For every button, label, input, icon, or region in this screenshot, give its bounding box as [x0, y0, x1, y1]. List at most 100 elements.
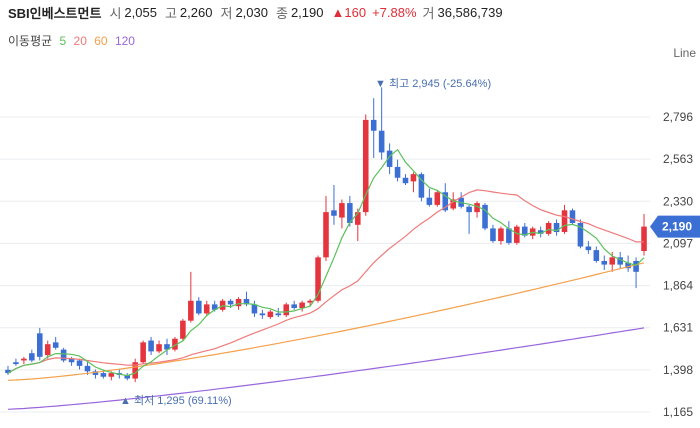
current-price-label: 2,190: [662, 220, 692, 234]
close-label: 종: [275, 5, 288, 21]
ma20-line: [7, 189, 645, 374]
candle-body: [633, 260, 639, 272]
candle-body: [641, 226, 647, 252]
candle-body: [29, 353, 35, 361]
candle-body: [339, 203, 345, 218]
candle-body: [585, 246, 592, 251]
candle-body: [92, 371, 99, 375]
candle-body: [601, 260, 608, 265]
candle-body: [378, 130, 385, 153]
change-percent: +7.88%: [372, 4, 417, 20]
close-value: 2,190: [290, 4, 324, 20]
candle-body: [498, 228, 504, 242]
ma60-line: [7, 262, 645, 381]
moving-average-legend: 이동평균 5 20 60 120: [8, 32, 139, 49]
candle-body: [275, 313, 282, 316]
candle-body: [13, 362, 19, 365]
candle-body: [537, 230, 544, 234]
open-label: 시: [109, 5, 122, 21]
stock-header: SBI인베스트먼트 시 2,055 고 2,260 저 2,030 종 2,19…: [8, 2, 511, 22]
candle-body: [100, 373, 107, 377]
candle-body: [323, 212, 329, 258]
candle-body: [148, 340, 154, 352]
candle-body: [52, 342, 59, 348]
candle-body: [259, 313, 266, 316]
y-tick-label: 2,097: [663, 236, 693, 250]
candle-body: [243, 298, 250, 305]
ma-legend-120: 120: [114, 34, 135, 48]
candle-body: [84, 365, 91, 372]
candle-body: [410, 174, 417, 182]
candle-body: [569, 210, 576, 223]
candle-body: [172, 338, 178, 350]
candle-body: [21, 358, 27, 361]
y-tick-label: 1,398: [663, 363, 693, 377]
candle-body: [267, 311, 274, 318]
candle-body: [124, 374, 131, 379]
y-tick-label: 2,796: [663, 110, 693, 124]
candle-body: [450, 199, 456, 209]
candle-body: [514, 226, 520, 243]
candle-body: [36, 333, 43, 357]
candle-body: [434, 192, 441, 205]
candle-body: [593, 250, 600, 261]
candle-body: [283, 304, 290, 316]
candle-body: [108, 373, 115, 377]
candle-body: [164, 344, 170, 350]
candle-body: [44, 344, 51, 356]
y-tick-label: 1,165: [663, 405, 693, 419]
candle-body: [235, 298, 242, 307]
candle-body: [617, 257, 623, 265]
y-tick-label: 1,864: [663, 279, 693, 293]
ma-legend-title: 이동평균: [8, 34, 53, 48]
ma5-line: [7, 148, 645, 377]
candle-body: [5, 369, 11, 374]
candle-body: [140, 342, 146, 363]
open-value: 2,055: [124, 4, 157, 20]
y-tick-label: 2,563: [663, 152, 693, 166]
candle-body: [370, 119, 377, 131]
candle-body: [442, 192, 449, 211]
ma-legend-60: 60: [94, 34, 108, 48]
candle-body: [156, 344, 162, 352]
ma-legend-20: 20: [73, 34, 87, 48]
candle-body: [299, 302, 305, 308]
ma120-line: [7, 327, 645, 410]
candle-body: [355, 212, 361, 225]
candle-body: [68, 358, 75, 363]
candle-body: [362, 119, 369, 213]
candle-body: [466, 206, 472, 213]
candle-body: [577, 222, 584, 247]
candle-body: [418, 174, 425, 198]
current-price-tag: [650, 215, 700, 238]
chart-type-toggle[interactable]: Line: [673, 46, 696, 60]
candle-body: [307, 300, 313, 303]
candle-body: [625, 262, 631, 269]
low-value: 2,030: [235, 4, 268, 20]
low-annotation: ▲ 최저 1,295 (69.11%): [120, 394, 232, 407]
candle-body: [315, 257, 321, 301]
candle-body: [76, 360, 83, 366]
candle-body: [386, 150, 393, 167]
y-tick-label: 2,330: [663, 194, 693, 208]
high-label: 고: [164, 5, 177, 21]
high-value: 2,260: [179, 4, 213, 20]
candle-body: [291, 304, 297, 308]
candle-body: [203, 304, 210, 314]
low-label: 저: [220, 5, 233, 21]
candle-body: [561, 210, 568, 233]
candle-body: [180, 320, 186, 339]
candle-body: [521, 226, 528, 236]
candle-body: [490, 228, 496, 242]
candle-body: [251, 304, 258, 314]
change-value: ▲160: [331, 4, 367, 20]
candle-body: [609, 257, 616, 265]
candle-body: [347, 203, 353, 223]
candle-body: [196, 300, 202, 314]
candle-body: [426, 197, 433, 205]
candle-body: [331, 210, 337, 216]
candle-body: [482, 204, 488, 229]
y-tick-label: 1,631: [663, 321, 693, 335]
candle-body: [132, 362, 138, 379]
